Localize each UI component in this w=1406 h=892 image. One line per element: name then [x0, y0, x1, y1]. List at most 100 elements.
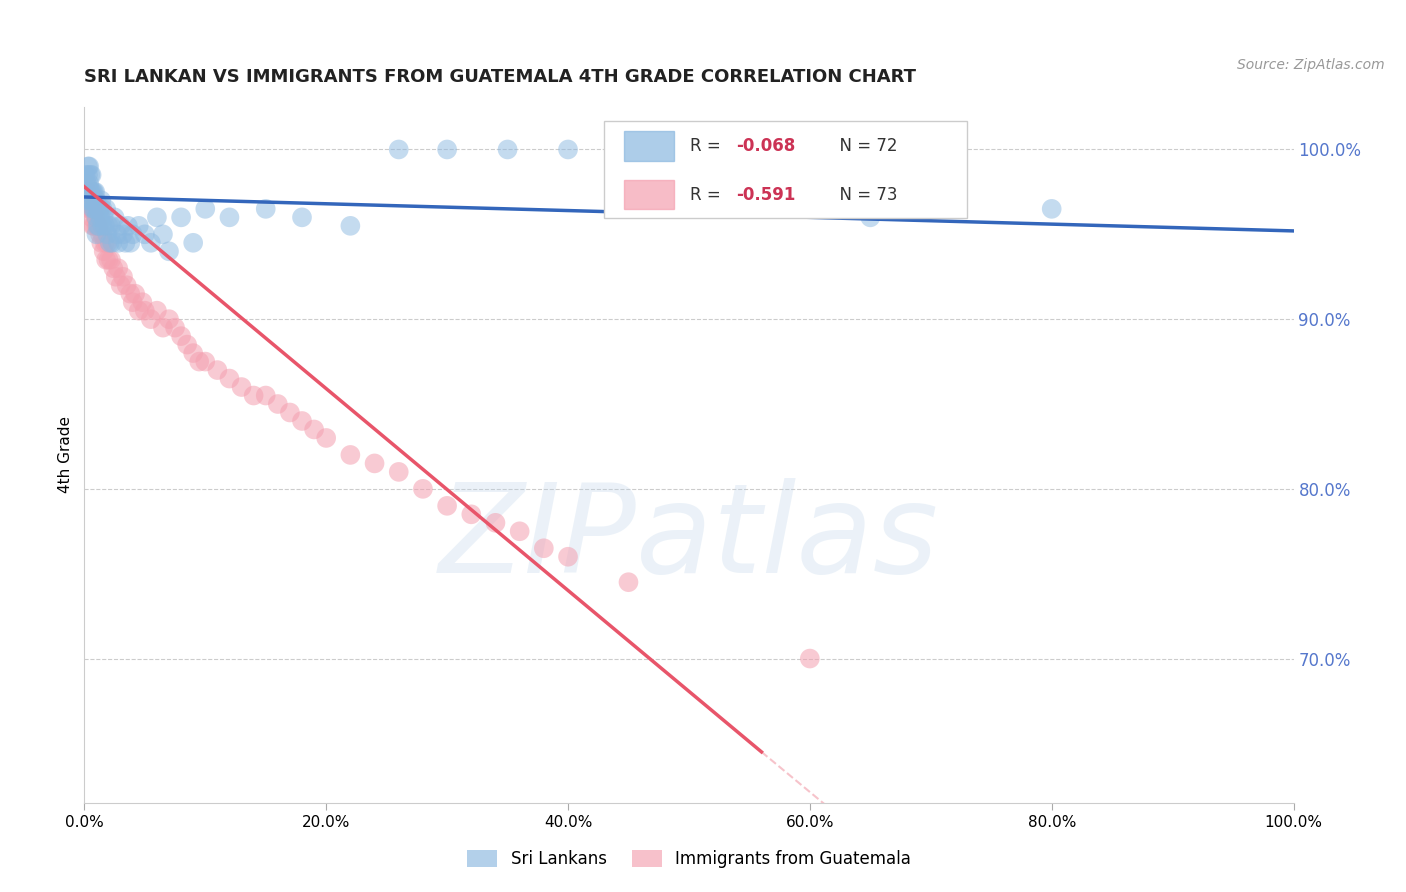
Point [82, 202, 104, 216]
Point [77, 160, 100, 174]
Point [91, 202, 114, 216]
Point [412, 482, 434, 496]
Point [77, 185, 100, 199]
Point [89, 202, 111, 216]
Point [207, 363, 229, 377]
Point [77, 194, 100, 208]
Point [120, 286, 142, 301]
Point [128, 219, 150, 233]
Point [83, 202, 105, 216]
Point [84, 185, 107, 199]
Point [79, 194, 101, 208]
Point [134, 227, 156, 242]
Point [496, 143, 519, 157]
Point [86, 227, 108, 242]
Point [124, 286, 146, 301]
Point [152, 320, 174, 334]
Point [75, 168, 97, 182]
Text: -0.068: -0.068 [737, 137, 796, 155]
Point [86, 219, 108, 233]
Text: ZIPatlas: ZIPatlas [439, 478, 939, 599]
Point [103, 261, 125, 276]
Point [107, 261, 129, 276]
Point [181, 346, 204, 360]
Point [93, 244, 115, 259]
Text: N = 73: N = 73 [830, 186, 897, 203]
Point [194, 354, 217, 368]
Point [93, 211, 115, 225]
Point [86, 219, 108, 233]
Point [86, 202, 108, 216]
Point [79, 202, 101, 216]
Point [79, 194, 101, 208]
Point [557, 549, 579, 564]
Point [291, 414, 314, 428]
Point [77, 185, 100, 199]
Point [76, 194, 98, 208]
Point [799, 651, 821, 665]
Point [110, 219, 132, 233]
Point [121, 227, 143, 242]
Point [533, 541, 555, 556]
Point [484, 516, 506, 530]
Point [96, 235, 118, 250]
Point [859, 211, 882, 225]
Point [188, 354, 211, 368]
Point [134, 303, 156, 318]
Point [302, 422, 325, 436]
Point [291, 211, 314, 225]
Point [231, 380, 253, 394]
FancyBboxPatch shape [624, 180, 675, 210]
Point [86, 202, 108, 216]
Point [139, 235, 162, 250]
Point [254, 388, 277, 402]
Point [176, 337, 198, 351]
FancyBboxPatch shape [624, 131, 675, 161]
Point [110, 278, 132, 293]
Point [87, 219, 110, 233]
Text: N = 72: N = 72 [830, 137, 897, 155]
Point [117, 219, 139, 233]
Point [89, 227, 111, 242]
Point [90, 235, 112, 250]
Point [77, 194, 100, 208]
Point [339, 448, 361, 462]
Point [97, 219, 120, 233]
Point [363, 457, 385, 471]
Point [91, 227, 114, 242]
Point [388, 465, 411, 479]
Point [121, 295, 143, 310]
Text: Source: ZipAtlas.com: Source: ZipAtlas.com [1237, 58, 1385, 72]
Point [242, 388, 264, 402]
Point [557, 143, 579, 157]
Point [86, 219, 108, 233]
Point [94, 202, 117, 216]
Point [83, 219, 105, 233]
Point [77, 202, 100, 216]
Point [84, 202, 107, 216]
Point [120, 235, 142, 250]
Point [90, 194, 112, 208]
Point [82, 185, 104, 199]
Point [1040, 202, 1063, 216]
Point [94, 252, 117, 267]
Point [75, 177, 97, 191]
Point [77, 177, 100, 191]
Text: R =: R = [690, 137, 725, 155]
Point [105, 227, 128, 242]
Point [80, 202, 103, 216]
Point [82, 202, 104, 216]
Point [194, 202, 217, 216]
Point [157, 244, 180, 259]
Legend: Sri Lankans, Immigrants from Guatemala: Sri Lankans, Immigrants from Guatemala [461, 843, 917, 874]
Text: SRI LANKAN VS IMMIGRANTS FROM GUATEMALA 4TH GRADE CORRELATION CHART: SRI LANKAN VS IMMIGRANTS FROM GUATEMALA … [84, 68, 917, 86]
Point [170, 329, 193, 343]
Point [278, 405, 301, 419]
Point [80, 168, 103, 182]
Y-axis label: 4th Grade: 4th Grade [58, 417, 73, 493]
Point [112, 269, 135, 284]
Point [83, 185, 105, 199]
Text: -0.591: -0.591 [737, 186, 796, 203]
Point [94, 235, 117, 250]
Point [75, 185, 97, 199]
